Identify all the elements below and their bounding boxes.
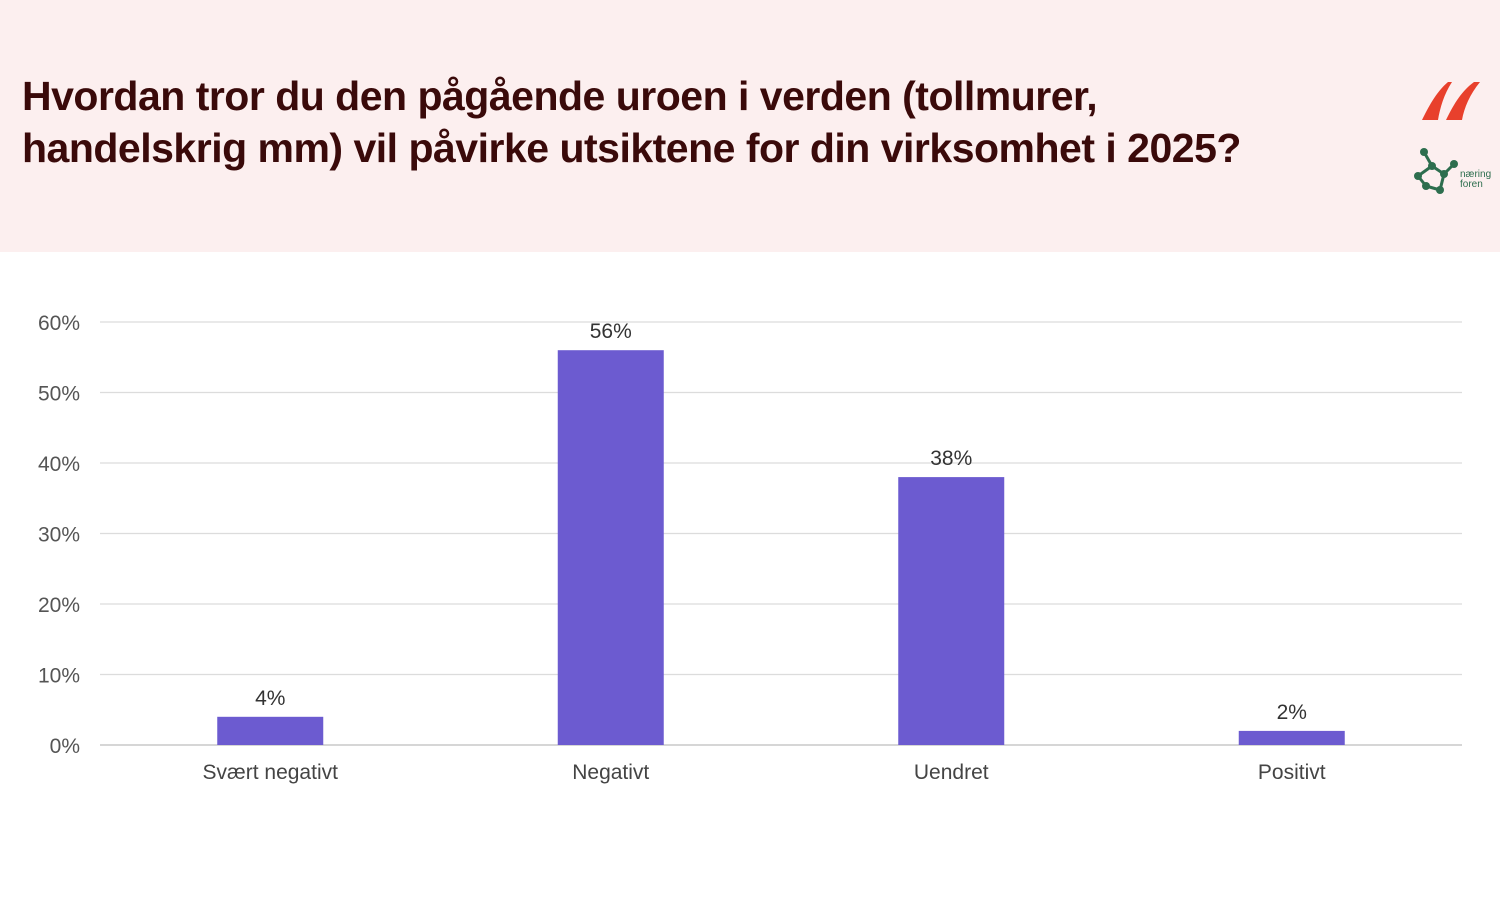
data-label: 4% — [255, 687, 285, 710]
data-label: 38% — [930, 447, 972, 470]
data-label: 2% — [1277, 701, 1307, 724]
y-tick-label: 40% — [38, 453, 80, 476]
bar — [557, 350, 664, 745]
title-line-1: Hvordan tror du den pågående uroen i ver… — [22, 73, 1098, 119]
y-tick-label: 0% — [50, 735, 80, 758]
x-tick-label: Positivt — [1258, 761, 1326, 784]
logo-text: næring foren — [1460, 169, 1492, 190]
x-tick-label: Uendret — [914, 761, 989, 784]
x-tick-label: Negativt — [572, 761, 649, 784]
page-title: Hvordan tror du den pågående uroen i ver… — [22, 70, 1382, 174]
bar-chart: 0% 10% 20% 30% 40% 50% 60% 4% Svært negativt 56% N… — [38, 312, 1462, 784]
title-line-2: handelskrig mm) vil påvirke utsiktene fo… — [22, 125, 1241, 171]
x-tick-label: Svært negativt — [203, 761, 339, 784]
data-label: 56% — [590, 320, 632, 343]
bar — [217, 716, 324, 745]
bar — [1238, 730, 1345, 745]
y-tick-label: 20% — [38, 594, 80, 617]
y-tick-label: 50% — [38, 383, 80, 406]
brand-logo-red-icon — [1422, 82, 1480, 120]
bar — [898, 477, 1005, 745]
y-tick-label: 30% — [38, 524, 80, 547]
y-tick-label: 10% — [38, 665, 80, 688]
header-banner: Hvordan tror du den pågående uroen i ver… — [0, 0, 1500, 252]
y-tick-label: 60% — [38, 312, 80, 335]
network-logo-icon — [1414, 148, 1458, 194]
